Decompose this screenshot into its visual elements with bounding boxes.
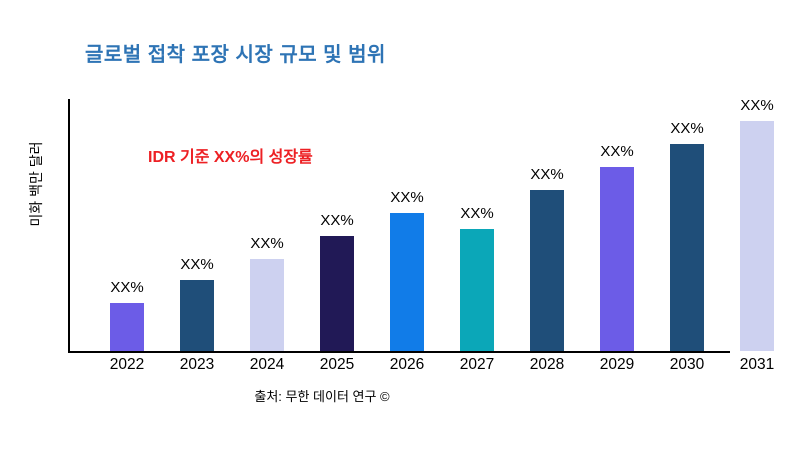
x-tick-label-2027: 2027 [459,356,495,373]
bar-value-label-2027: XX% [460,205,494,222]
bar-2031 [740,121,774,351]
x-tick-label-2024: 2024 [249,356,285,373]
x-tick-label-2029: 2029 [599,356,635,373]
bar-value-label-2022: XX% [110,279,144,296]
bar-2030 [670,144,704,351]
x-tick-label-2030: 2030 [669,356,705,373]
x-tick-label-2025: 2025 [319,356,355,373]
chart-title: 글로벌 접착 포장 시장 규모 및 범위 [85,44,386,66]
bar-value-label-2030: XX% [670,120,704,137]
x-tick-label-2022: 2022 [109,356,145,373]
bar-2024 [250,259,284,351]
bar-value-label-2024: XX% [250,235,284,252]
bar-2026 [390,213,424,351]
y-axis-line [68,99,70,353]
bar-2028 [530,190,564,351]
x-axis-line [68,351,730,353]
x-tick-label-2023: 2023 [179,356,215,373]
bar-value-label-2028: XX% [530,166,564,183]
bar-value-label-2031: XX% [740,97,774,114]
growth-annotation: IDR 기준 XX%의 성장률 [148,149,313,166]
x-tick-label-2028: 2028 [529,356,565,373]
y-axis-label: 미화 백만 달러 [28,141,44,227]
bar-2029 [600,167,634,351]
bar-value-label-2029: XX% [600,143,634,160]
source-caption: 출처: 무한 데이터 연구 © [254,389,390,404]
bar-value-label-2026: XX% [390,189,424,206]
x-tick-label-2031: 2031 [739,356,775,373]
bar-value-label-2025: XX% [320,212,354,229]
bar-2025 [320,236,354,351]
bar-value-label-2023: XX% [180,256,214,273]
x-tick-label-2026: 2026 [389,356,425,373]
bar-2022 [110,303,144,351]
bar-2023 [180,280,214,351]
bar-2027 [460,229,494,351]
